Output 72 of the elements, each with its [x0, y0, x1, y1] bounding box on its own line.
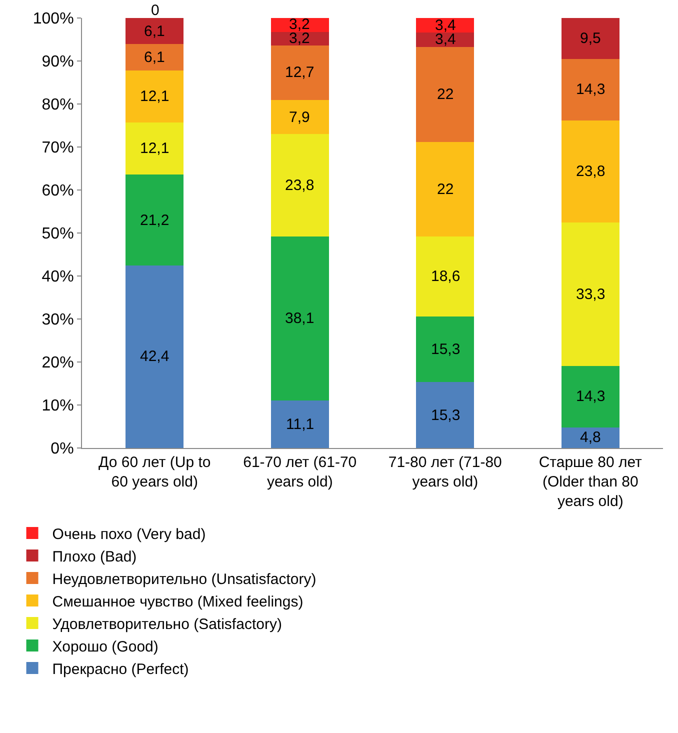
- data-label: 7,9: [289, 109, 310, 126]
- bar: [416, 236, 474, 316]
- x-tick-label: Старше 80 лет (Older than 80 years old): [538, 454, 642, 510]
- data-label: 4,8: [580, 429, 601, 446]
- bar: [416, 316, 474, 382]
- y-tick-label: 20%: [42, 354, 74, 372]
- bar: [561, 18, 620, 59]
- y-tick-label: 80%: [42, 96, 74, 114]
- y-tick-label: 30%: [42, 312, 74, 329]
- bar: [561, 366, 620, 428]
- data-label: 6,1: [144, 23, 165, 40]
- legend-label: Очень похо (Very bad): [52, 526, 206, 543]
- bar: [561, 58, 620, 120]
- data-label: 18,6: [431, 268, 460, 285]
- bar: [561, 120, 620, 223]
- bar: [270, 18, 329, 32]
- data-label: 3,2: [289, 16, 310, 33]
- bar: [270, 134, 329, 236]
- data-label: 9,5: [580, 30, 601, 47]
- data-label: 22: [437, 181, 454, 198]
- bar: [270, 236, 329, 400]
- y-tick-label: 50%: [42, 226, 74, 243]
- data-label: 14,3: [576, 388, 606, 405]
- x-tick-label: 61-70 лет (61-70 years old): [243, 454, 357, 490]
- data-label: 6,1: [144, 49, 165, 66]
- data-label: 38,1: [285, 310, 314, 327]
- bar: [416, 142, 474, 236]
- data-label: 15,3: [431, 341, 460, 358]
- bar: [126, 70, 184, 122]
- y-tick-label: 100%: [32, 10, 74, 28]
- y-tick-label: 90%: [42, 54, 74, 71]
- data-label: 22: [437, 86, 454, 103]
- y-tick-label: 70%: [42, 140, 74, 157]
- bar: [270, 400, 329, 448]
- data-label: 3,2: [289, 30, 310, 47]
- bar: [416, 382, 474, 448]
- bar: [126, 44, 184, 70]
- x-tick-label: До 60 лет (Up to 60 years old): [98, 454, 211, 490]
- data-label: 11,1: [286, 416, 314, 433]
- data-label: 12,7: [285, 64, 314, 81]
- data-label: 33,3: [576, 286, 606, 303]
- y-tick-label: 0%: [50, 440, 74, 458]
- legend-label: Неудовлетворительно (Unsatisfactory): [52, 570, 316, 588]
- bar: [416, 47, 474, 142]
- data-label: 14,3: [576, 81, 606, 98]
- legend-label: Плохо (Bad): [52, 548, 137, 566]
- bar: [270, 46, 329, 100]
- y-tick-label: 10%: [42, 398, 74, 415]
- legend-label: Удовлетворительно (Satisfactory): [52, 616, 282, 633]
- x-tick-label: 71-80 лет (71-80 years old): [388, 454, 502, 490]
- data-label: 12,1: [140, 88, 170, 105]
- bar: [126, 266, 184, 448]
- data-label: 42,4: [140, 348, 170, 365]
- legend-label: Хорошо (Good): [52, 638, 158, 656]
- bar: [561, 427, 620, 448]
- data-label: 3,4: [435, 17, 456, 34]
- bar: [270, 100, 329, 134]
- data-label: 21,2: [140, 212, 170, 229]
- legend-label: Смешанное чувство (Mixed feelings): [52, 593, 304, 610]
- legend-label: Прекрасно (Perfect): [52, 660, 189, 678]
- data-label: 3,4: [435, 31, 456, 48]
- data-label: 23,8: [285, 177, 314, 194]
- data-label: 12,1: [140, 140, 170, 157]
- bar: [126, 122, 184, 175]
- data-label: 15,3: [431, 407, 460, 424]
- data-label: 23,8: [576, 163, 606, 180]
- y-tick-label: 40%: [42, 268, 74, 286]
- y-tick-label: 60%: [42, 182, 74, 200]
- bar: [126, 18, 184, 44]
- data-label: 0: [151, 2, 160, 19]
- bar: [126, 174, 184, 266]
- bar: [561, 222, 620, 366]
